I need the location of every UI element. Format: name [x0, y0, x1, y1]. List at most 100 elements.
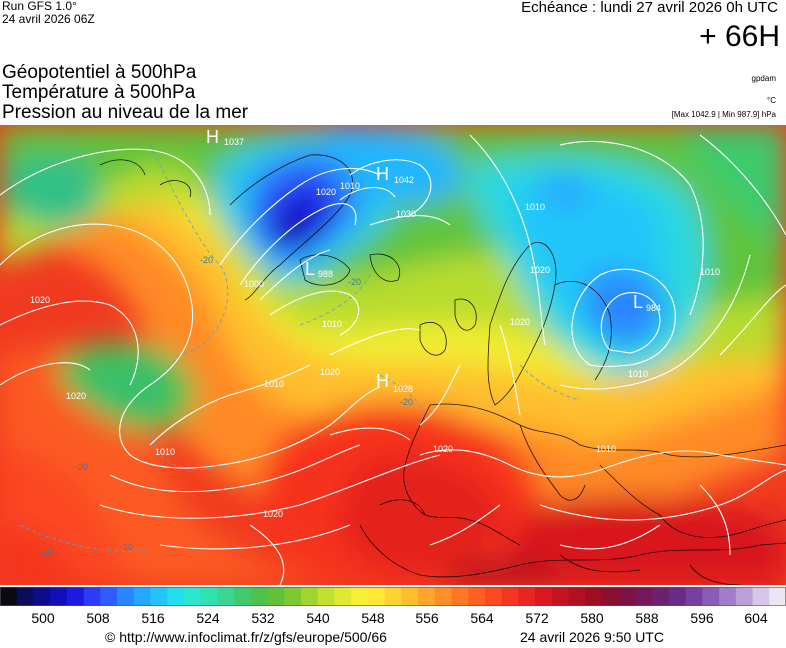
svg-text:984: 984	[646, 303, 661, 313]
color-swatch	[267, 587, 285, 606]
scale-tick: 564	[470, 610, 494, 626]
generated-timestamp: 24 avril 2026 9:50 UTC	[520, 629, 664, 645]
color-swatch	[0, 587, 18, 606]
color-swatch	[384, 587, 402, 606]
scale-tick: 580	[580, 610, 604, 626]
color-swatch	[484, 587, 503, 606]
color-swatch	[33, 587, 51, 606]
isobar-label: 1020	[433, 444, 453, 454]
color-swatch	[468, 587, 486, 606]
high-pressure-center: H 1037	[206, 127, 244, 147]
isobar-label: 1020	[530, 265, 550, 275]
svg-text:1028: 1028	[393, 384, 413, 394]
scale-tick: 524	[196, 610, 220, 626]
isobar-label: 1020	[320, 367, 340, 377]
color-swatch	[16, 587, 35, 606]
scale-tick: 500	[31, 610, 55, 626]
color-swatch	[568, 587, 586, 606]
contour-labels: 1020 1010 1000 1030 1020 1010 1020 1010 …	[30, 181, 720, 557]
color-swatch	[501, 587, 520, 606]
svg-text:988: 988	[318, 269, 333, 279]
color-swatch	[618, 587, 637, 606]
color-swatch	[334, 587, 352, 606]
isotherm-label: -20	[200, 255, 213, 265]
isobar-label: 1010	[525, 202, 545, 212]
coastlines	[99, 154, 786, 585]
isotherm-label: -20	[75, 462, 88, 472]
isotherm-label: -10	[120, 542, 133, 552]
color-swatch	[668, 587, 687, 606]
color-swatch	[418, 587, 436, 606]
color-swatch	[150, 587, 168, 606]
isotherm-label: -20	[400, 397, 413, 407]
color-swatch	[401, 587, 419, 606]
isotherm-label: -10	[40, 547, 53, 557]
color-swatch	[83, 587, 101, 606]
color-swatch	[434, 587, 453, 606]
color-swatch	[301, 587, 319, 606]
color-swatch	[719, 587, 737, 606]
isobar-label: 1020	[316, 187, 336, 197]
color-swatch	[200, 587, 218, 606]
color-swatch	[451, 587, 469, 606]
isobar-label: 1020	[30, 295, 50, 305]
low-pressure-center: L 988	[305, 259, 333, 279]
isobar-label: 1000	[244, 279, 264, 289]
svg-text:H: H	[376, 371, 389, 391]
color-swatch	[317, 587, 336, 606]
color-swatch	[217, 587, 235, 606]
color-swatch	[752, 587, 770, 606]
svg-text:1037: 1037	[224, 137, 244, 147]
color-swatch	[551, 587, 570, 606]
isobar-label: 1030	[396, 209, 416, 219]
color-swatch	[602, 587, 620, 606]
isotherms	[19, 144, 581, 552]
svg-text:H: H	[376, 164, 389, 184]
isobar-label: 1020	[263, 509, 283, 519]
color-scale	[0, 587, 786, 606]
color-swatch	[769, 587, 786, 606]
scale-tick: 548	[361, 610, 385, 626]
color-swatch	[652, 587, 670, 606]
svg-text:L: L	[305, 259, 315, 279]
color-swatch	[284, 587, 302, 606]
weather-map[interactable]: 1020 1010 1000 1030 1020 1010 1020 1010 …	[0, 125, 786, 585]
isobar-label: 1010	[628, 369, 648, 379]
color-swatch	[117, 587, 135, 606]
color-swatch	[351, 587, 369, 606]
source-link[interactable]: © http://www.infoclimat.fr/z/gfs/europe/…	[105, 629, 387, 645]
forecast-time: Echéance : lundi 27 avril 2026 0h UTC	[521, 0, 778, 16]
title-pressure: Pression au niveau de la mer	[2, 102, 249, 123]
isobar-label: 1010	[340, 181, 360, 191]
scale-tick: 532	[251, 610, 275, 626]
color-swatch	[167, 587, 185, 606]
color-swatch	[133, 587, 152, 606]
color-swatch	[367, 587, 386, 606]
pressure-centers: H 1037 H 1042 L 988 L 984 H 1028	[206, 127, 661, 394]
isobar-label: 1020	[510, 317, 530, 327]
color-swatch	[685, 587, 703, 606]
color-swatch	[635, 587, 653, 606]
pressure-range: [Max 1042.9 | Min 987.9] hPa	[671, 110, 776, 119]
color-swatch	[66, 587, 85, 606]
scale-tick: 596	[690, 610, 714, 626]
color-swatch	[50, 587, 68, 606]
color-swatch	[585, 587, 603, 606]
high-pressure-center: H 1042	[376, 164, 414, 185]
run-date: 24 avril 2026 06Z	[2, 12, 95, 26]
title-geopotential: Géopotentiel à 500hPa	[2, 62, 197, 83]
isobar-label: 1010	[322, 319, 342, 329]
isobar-label: 1020	[66, 391, 86, 401]
scale-tick: 572	[525, 610, 549, 626]
scale-tick: 556	[415, 610, 439, 626]
isobar-label: 1010	[700, 267, 720, 277]
isobars	[0, 134, 786, 585]
lead-time: + 66H	[699, 20, 780, 53]
unit-geopotential: gpdam	[751, 74, 776, 83]
scale-tick: 588	[635, 610, 659, 626]
high-pressure-center: H 1028	[376, 371, 413, 394]
color-swatch	[735, 587, 754, 606]
low-pressure-center: L 984	[633, 292, 661, 313]
run-label: Run GFS 1.0°	[2, 0, 77, 13]
isobar-label: 1010	[264, 379, 284, 389]
